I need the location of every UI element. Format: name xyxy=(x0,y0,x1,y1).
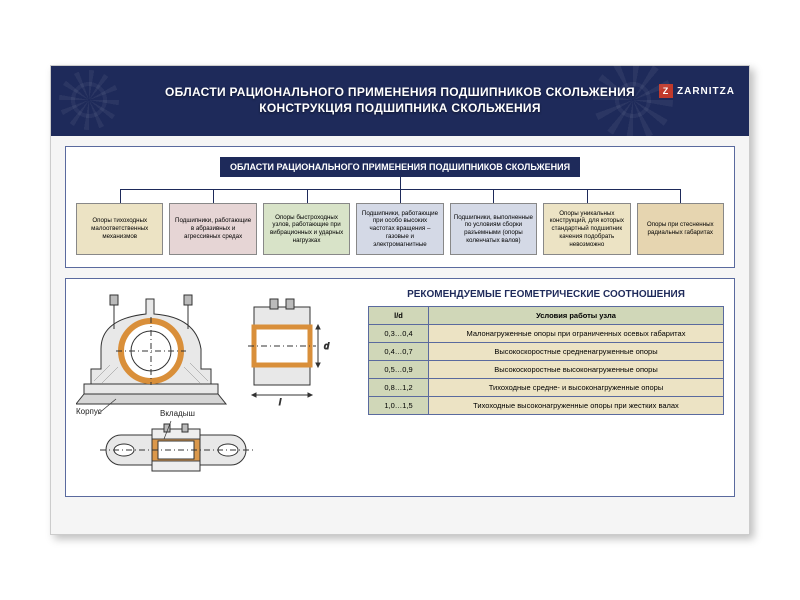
th-cond: Условия работы узла xyxy=(429,307,724,325)
chart-box: Опоры уникальных конструкций, для которы… xyxy=(543,203,630,255)
table-cell: Малонагруженные опоры при ограниченных о… xyxy=(429,325,724,343)
ratio-table: l/d Условия работы узла 0,3…0,4Малонагру… xyxy=(368,306,724,415)
table-row: 0,4…0,7Высокоскоростные средненагруженны… xyxy=(369,343,724,361)
table-cell: 1,0…1,5 xyxy=(369,397,429,415)
table-row: 0,3…0,4Малонагруженные опоры при огранич… xyxy=(369,325,724,343)
chart-title: ОБЛАСТИ РАЦИОНАЛЬНОГО ПРИМЕНЕНИЯ ПОДШИПН… xyxy=(220,157,580,177)
title-line2: КОНСТРУКЦИЯ ПОДШИПНИКА СКОЛЬЖЕНИЯ xyxy=(259,101,541,115)
chart-boxes: Опоры тихоходных малоответственных механ… xyxy=(76,203,724,255)
table-cell: Высокоскоростные высоконагруженные опоры xyxy=(429,361,724,379)
logo-mark-icon: Z xyxy=(659,84,673,98)
table-row: 0,8…1,2Тихоходные средне- и высоконагруж… xyxy=(369,379,724,397)
content: ОБЛАСТИ РАЦИОНАЛЬНОГО ПРИМЕНЕНИЯ ПОДШИПН… xyxy=(51,136,749,534)
table-cell: Тихоходные высоконагруженные опоры при ж… xyxy=(429,397,724,415)
chart-box: Подшипники, работающие в абразивных и аг… xyxy=(169,203,256,255)
table-cell: Высокоскоростные средненагруженные опоры xyxy=(429,343,724,361)
header: ОБЛАСТИ РАЦИОНАЛЬНОГО ПРИМЕНЕНИЯ ПОДШИПН… xyxy=(51,66,749,136)
chart-box: Опоры при стесненных радиальных габарита… xyxy=(637,203,724,255)
bearing-diagram: d l xyxy=(76,289,356,484)
table-cell: 0,8…1,2 xyxy=(369,379,429,397)
page-title: ОБЛАСТИ РАЦИОНАЛЬНОГО ПРИМЕНЕНИЯ ПОДШИПН… xyxy=(165,85,635,116)
chart-box: Опоры тихоходных малоответственных механ… xyxy=(76,203,163,255)
bearing-drawing-icon: d l xyxy=(76,289,356,479)
chart-connectors xyxy=(76,189,724,203)
svg-text:d: d xyxy=(324,341,330,351)
table-cell: 0,4…0,7 xyxy=(369,343,429,361)
label-vkladysh: Вкладыш xyxy=(160,409,195,418)
label-korpus: Корпус xyxy=(76,407,102,416)
table-cell: 0,5…0,9 xyxy=(369,361,429,379)
table-row: 1,0…1,5Тихоходные высоконагруженные опор… xyxy=(369,397,724,415)
title-line1: ОБЛАСТИ РАЦИОНАЛЬНОГО ПРИМЕНЕНИЯ ПОДШИПН… xyxy=(165,85,635,99)
poster: ОБЛАСТИ РАЦИОНАЛЬНОГО ПРИМЕНЕНИЯ ПОДШИПН… xyxy=(50,65,750,535)
table-title: РЕКОМЕНДУЕМЫЕ ГЕОМЕТРИЧЕСКИЕ СООТНОШЕНИЯ xyxy=(368,289,724,300)
svg-text:l: l xyxy=(279,397,282,407)
bottom-panel: d l xyxy=(65,278,735,497)
chart-box: Опоры быстроходных узлов, работающие при… xyxy=(263,203,350,255)
table-cell: Тихоходные средне- и высоконагруженные о… xyxy=(429,379,724,397)
table-row: 0,5…0,9Высокоскоростные высоконагруженны… xyxy=(369,361,724,379)
chart-box: Подшипники, выполненные по условиям сбор… xyxy=(450,203,537,255)
logo: Z ZARNITZA xyxy=(659,84,735,98)
chart-box: Подшипники, работающие при особо высоких… xyxy=(356,203,443,255)
chart-root-connector xyxy=(400,177,401,189)
logo-text: ZARNITZA xyxy=(677,86,735,97)
table-cell: 0,3…0,4 xyxy=(369,325,429,343)
ratio-table-area: РЕКОМЕНДУЕМЫЕ ГЕОМЕТРИЧЕСКИЕ СООТНОШЕНИЯ… xyxy=(368,289,724,484)
org-chart-panel: ОБЛАСТИ РАЦИОНАЛЬНОГО ПРИМЕНЕНИЯ ПОДШИПН… xyxy=(65,146,735,268)
th-ld: l/d xyxy=(369,307,429,325)
